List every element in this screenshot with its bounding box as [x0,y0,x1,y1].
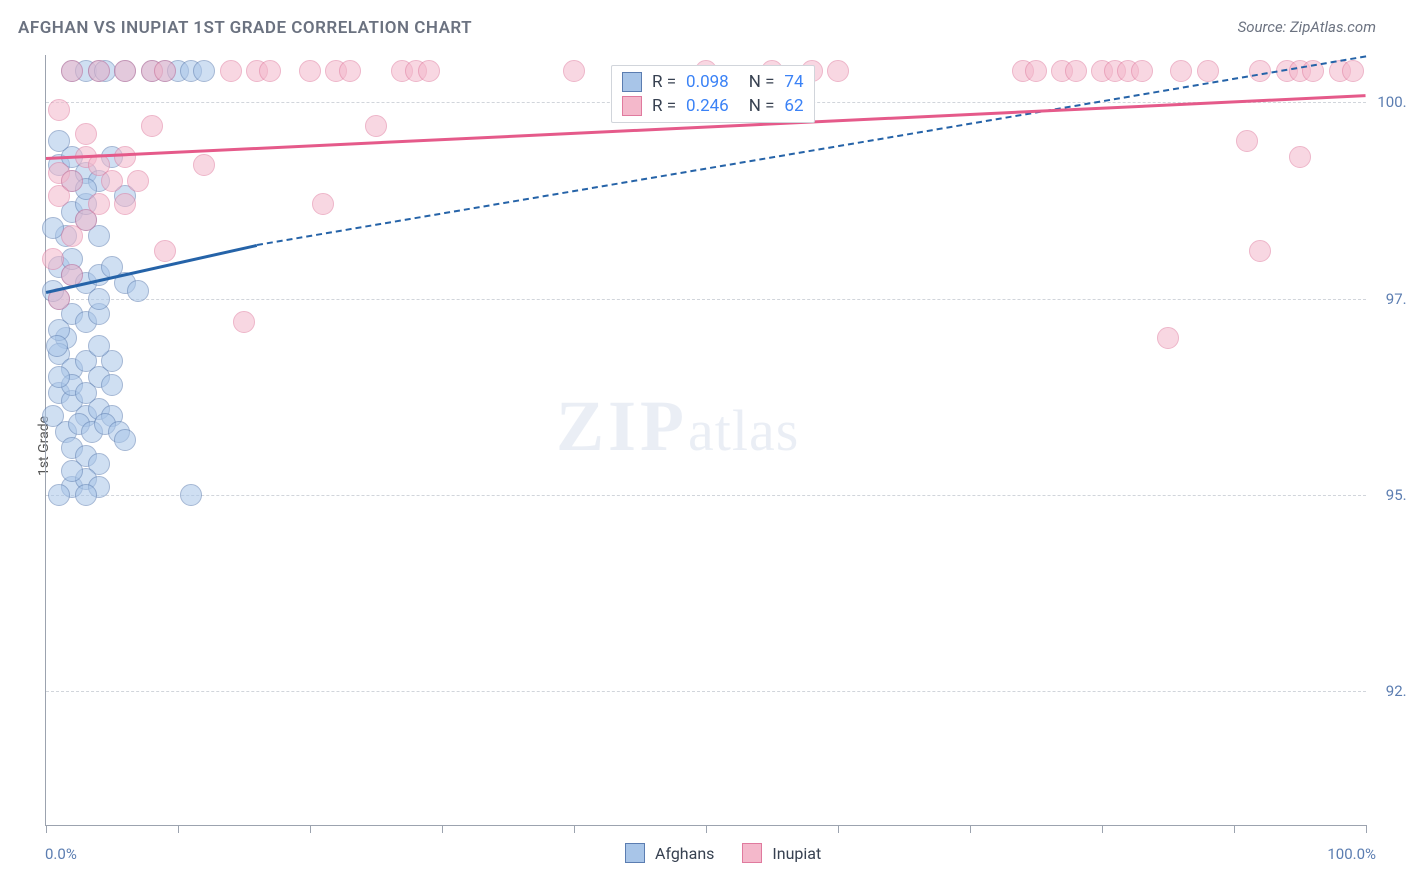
scatter-point [101,170,123,192]
scatter-point [1170,60,1192,82]
scatter-point [1131,60,1153,82]
scatter-point [88,193,110,215]
scatter-point [141,115,163,137]
x-tick [1234,825,1235,833]
source-attribution: Source: ZipAtlas.com [1238,18,1376,36]
series-swatch [622,72,642,92]
scatter-point [1249,240,1271,262]
scatter-point [418,60,440,82]
y-tick-label: 92.5% [1386,682,1406,700]
chart-title: AFGHAN VS INUPIAT 1ST GRADE CORRELATION … [18,18,472,38]
legend-label: Afghans [655,844,714,863]
legend-swatch [625,843,645,863]
scatter-point [365,115,387,137]
x-tick [1366,825,1367,833]
scatter-point [42,248,64,270]
scatter-point [1289,146,1311,168]
scatter-point [827,60,849,82]
scatter-point [1025,60,1047,82]
watermark-atlas: atlas [688,398,799,463]
stat-label: R = [652,96,676,116]
scatter-point [88,335,110,357]
x-axis-min-label: 0.0% [45,845,77,863]
legend-label: Inupiat [772,844,821,863]
stat-r-value: 0.246 [686,96,729,116]
scatter-point [1249,60,1271,82]
legend: Afghans Inupiat [625,843,839,863]
stats-row: R = 0.246 N = 62 [622,94,804,118]
scatter-point [259,60,281,82]
scatter-point [114,146,136,168]
gridline [46,299,1366,300]
legend-swatch [742,843,762,863]
scatter-point [101,374,123,396]
x-tick [442,825,443,833]
stat-r-value: 0.098 [686,72,729,92]
x-tick [310,825,311,833]
watermark: ZIPatlas [556,385,799,468]
scatter-point [75,484,97,506]
scatter-point [193,60,215,82]
x-tick [970,825,971,833]
scatter-point [61,60,83,82]
scatter-point [154,60,176,82]
scatter-point [1342,60,1364,82]
x-tick [1102,825,1103,833]
x-tick [574,825,575,833]
stat-n-value: 74 [784,72,803,92]
scatter-point [312,193,334,215]
scatter-point [127,280,149,302]
scatter-point [180,484,202,506]
scatter-plot: ZIPatlas 100.0%97.5%95.0%92.5%R = 0.098N… [45,55,1366,826]
scatter-point [46,335,68,357]
scatter-point [88,60,110,82]
stat-label: R = [652,72,676,92]
y-tick-label: 95.0% [1386,486,1406,504]
scatter-point [75,382,97,404]
scatter-point [48,484,70,506]
scatter-point [1157,327,1179,349]
scatter-point [299,60,321,82]
scatter-point [193,154,215,176]
x-tick [838,825,839,833]
stat-label: N = [749,72,775,92]
scatter-point [75,123,97,145]
scatter-point [42,217,64,239]
y-tick-label: 100.0% [1377,93,1406,111]
scatter-point [88,288,110,310]
x-tick [46,825,47,833]
series-swatch [622,96,642,116]
x-axis-max-label: 100.0% [1327,845,1376,863]
scatter-point [339,60,361,82]
scatter-point [114,60,136,82]
stat-label: N = [749,96,775,116]
scatter-point [61,460,83,482]
scatter-point [48,366,70,388]
scatter-point [114,193,136,215]
y-tick-label: 97.5% [1386,290,1406,308]
scatter-point [233,311,255,333]
scatter-point [42,405,64,427]
stat-n-value: 62 [784,96,803,116]
scatter-point [563,60,585,82]
gridline [46,691,1366,692]
correlation-stats-box: R = 0.098 N = 74 R = 0.246 N = 62 [611,65,815,123]
x-tick [178,825,179,833]
gridline [46,495,1366,496]
scatter-point [154,240,176,262]
scatter-point [1065,60,1087,82]
scatter-point [48,130,70,152]
scatter-point [220,60,242,82]
scatter-point [48,185,70,207]
scatter-point [48,99,70,121]
scatter-point [127,170,149,192]
scatter-point [61,225,83,247]
watermark-zip: ZIP [556,386,688,466]
stats-row: R = 0.098 N = 74 [622,70,804,94]
scatter-point [1236,130,1258,152]
scatter-point [1197,60,1219,82]
scatter-point [114,429,136,451]
x-tick [706,825,707,833]
